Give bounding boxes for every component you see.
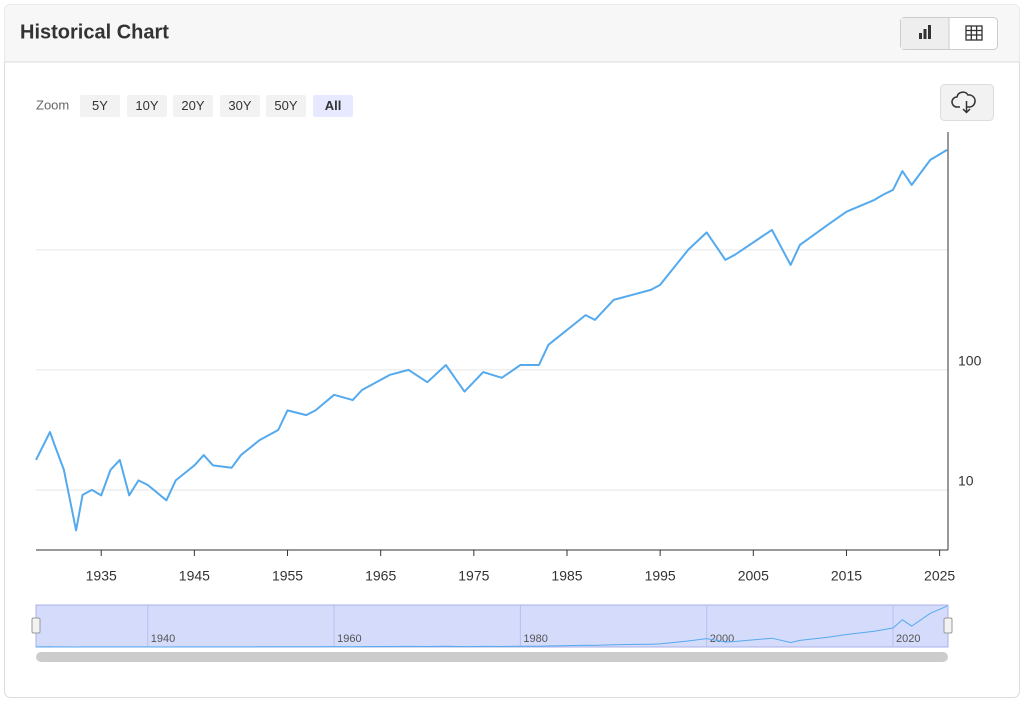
zoom-button-label: 10Y xyxy=(135,98,158,113)
zoom-buttons: 5Y 10Y 20Y 30Y 50Y All xyxy=(80,95,353,117)
zoom-button-label: 30Y xyxy=(228,98,251,113)
header-bg xyxy=(4,4,1020,62)
y-tick-label: 10 xyxy=(958,473,974,489)
x-tick-label: 1985 xyxy=(551,568,582,584)
download-icon xyxy=(951,91,976,114)
navigator-tick-label: 1960 xyxy=(337,633,361,645)
y-tick-label: 100 xyxy=(958,353,982,369)
navigator-tick-label: 1980 xyxy=(523,633,547,645)
zoom-button-label: 50Y xyxy=(274,98,297,113)
x-tick-label: 1995 xyxy=(645,568,676,584)
x-tick-label: 1935 xyxy=(86,568,117,584)
view-toggle xyxy=(900,17,998,50)
x-tick-label: 1955 xyxy=(272,568,303,584)
price-line xyxy=(35,149,948,532)
navigator-tick-label: 2000 xyxy=(710,633,734,645)
zoom-button[interactable] xyxy=(127,95,167,117)
zoom-button[interactable] xyxy=(220,95,260,117)
table-view-button[interactable] xyxy=(965,25,983,41)
zoom-button[interactable] xyxy=(266,95,306,117)
x-tick-label: 1945 xyxy=(179,568,210,584)
x-tick-label: 2015 xyxy=(831,568,862,584)
title: Historical Chart xyxy=(20,21,169,43)
download-button[interactable] xyxy=(940,84,994,121)
navigator-tick-label: 2020 xyxy=(896,633,920,645)
zoom-button-label: All xyxy=(325,98,342,113)
navigator-handle[interactable] xyxy=(31,617,41,634)
zoom-button[interactable] xyxy=(80,95,120,117)
navigator-line xyxy=(35,605,948,648)
zoom-button[interactable] xyxy=(173,95,213,117)
zoom-button[interactable] xyxy=(313,95,353,117)
x-tick-label: 1975 xyxy=(458,568,489,584)
x-tick-label: 2025 xyxy=(924,568,955,584)
scrollbar[interactable] xyxy=(36,652,948,662)
navigator-handle[interactable] xyxy=(943,617,953,634)
bar-icon xyxy=(919,25,931,39)
x-tick-label: 2005 xyxy=(738,568,769,584)
chart: 10 100 1935 1945 1955 1965 1975 1985 1995 2005 201… xyxy=(31,132,982,662)
zoom-button-label: 5Y xyxy=(92,98,108,113)
navigator-window xyxy=(35,604,949,648)
zoom-label: Zoom xyxy=(36,97,69,112)
zoom-button-label: 20Y xyxy=(181,98,204,113)
x-tick-label: 1965 xyxy=(365,568,396,584)
navigator-tick-label: 1940 xyxy=(151,633,175,645)
